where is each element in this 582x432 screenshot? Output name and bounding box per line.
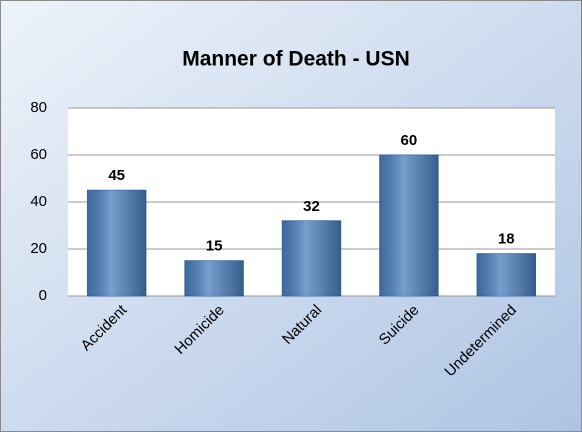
y-tick-label: 80	[30, 99, 47, 116]
y-tick-label: 60	[30, 146, 47, 163]
bar	[184, 260, 244, 297]
data-label: 45	[108, 167, 125, 184]
bar	[379, 154, 439, 297]
bar	[281, 220, 342, 297]
data-label: 18	[498, 231, 515, 248]
data-label: 60	[401, 132, 418, 149]
bar	[476, 253, 537, 297]
y-tick-label: 0	[39, 287, 47, 304]
data-label: 32	[303, 198, 320, 215]
chart-title: Manner of Death - USN	[182, 48, 410, 71]
y-tick-label: 20	[30, 240, 47, 257]
bar	[86, 189, 147, 297]
data-label: 15	[206, 238, 223, 255]
y-tick-label: 40	[30, 193, 47, 210]
